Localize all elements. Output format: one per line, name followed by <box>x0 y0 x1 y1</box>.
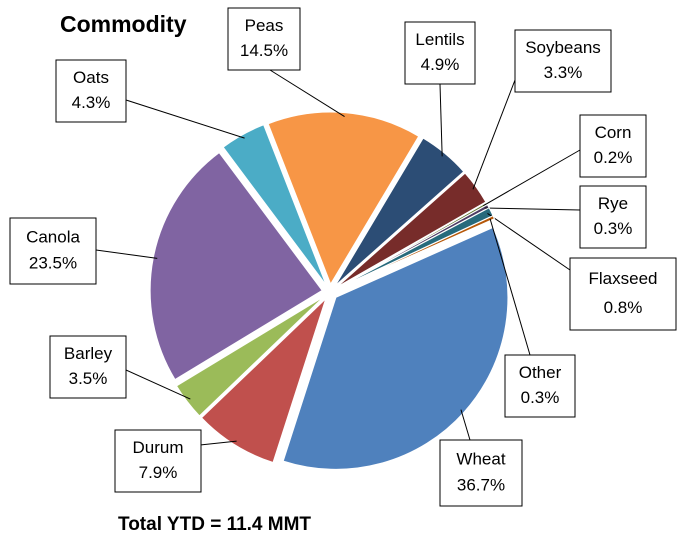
slice-label: Canola <box>26 227 80 246</box>
pie-slice <box>222 124 327 286</box>
label-box <box>514 29 612 93</box>
slice-value: 3.3% <box>544 63 583 82</box>
leader-line <box>125 99 245 139</box>
pie-slice <box>267 111 420 286</box>
slice-value: 3.5% <box>69 369 108 388</box>
slice-label: Oats <box>73 68 109 87</box>
leader-line <box>460 409 471 441</box>
leader-line <box>199 440 237 446</box>
label-box <box>439 439 523 507</box>
slice-label: Flaxseed <box>589 269 658 288</box>
label-box <box>49 335 127 399</box>
slice-value: 0.2% <box>594 148 633 167</box>
slice-value: 36.7% <box>457 476 505 495</box>
chart-title: Commodity <box>60 11 187 37</box>
label-box <box>504 354 576 418</box>
slice-value: 23.5% <box>29 254 77 273</box>
pie-slice <box>334 137 465 287</box>
slice-label: Other <box>519 363 562 382</box>
leader-line <box>269 69 345 118</box>
leader-line <box>439 83 443 157</box>
slice-value: 4.3% <box>72 93 111 112</box>
label-box <box>579 114 647 178</box>
leader-line <box>95 249 158 259</box>
leader-line <box>125 369 191 400</box>
label-box <box>55 59 127 123</box>
slice-label: Corn <box>595 123 632 142</box>
slice-label: Rye <box>598 194 628 213</box>
label-box <box>227 7 301 71</box>
label-box <box>579 185 647 249</box>
slice-value: 4.9% <box>421 55 460 74</box>
leader-line <box>487 213 571 271</box>
slice-value: 0.3% <box>521 388 560 407</box>
label-box <box>9 217 97 285</box>
slice-value: 0.3% <box>594 219 633 238</box>
label-box <box>404 21 476 85</box>
pie-slice <box>337 215 496 290</box>
slice-label: Barley <box>64 344 113 363</box>
slice-label: Soybeans <box>525 38 601 57</box>
label-box <box>114 429 202 493</box>
slice-label: Wheat <box>456 449 505 468</box>
slice-label: Lentils <box>415 30 464 49</box>
slice-value: 0.8% <box>604 298 643 317</box>
slice-value: 14.5% <box>240 41 288 60</box>
leader-line <box>489 218 531 356</box>
pie-slice <box>175 296 324 417</box>
pie-slice <box>200 298 327 464</box>
leader-line <box>483 149 581 207</box>
pie-slice <box>336 172 487 288</box>
leader-line <box>484 207 581 211</box>
annotation: Total YTD = 11.4 MMT <box>118 514 311 535</box>
label-box <box>569 257 677 331</box>
slice-label: Durum <box>132 438 183 457</box>
slice-value: 7.9% <box>139 463 178 482</box>
leader-line <box>472 79 516 190</box>
slice-label: Peas <box>245 16 284 35</box>
